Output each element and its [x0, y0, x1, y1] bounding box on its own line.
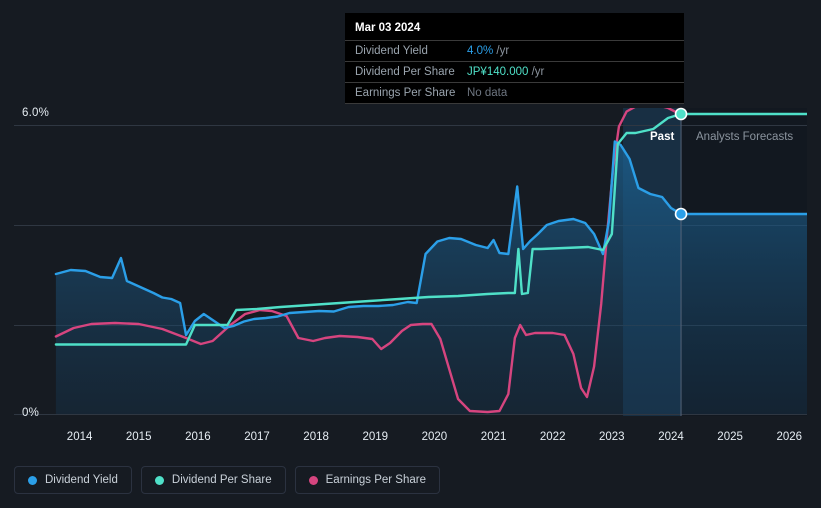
legend-color-dot	[28, 475, 37, 485]
legend-item-label: Earnings Per Share	[325, 474, 426, 486]
dividend-yield-marker	[674, 207, 688, 221]
chart-legend[interactable]: Dividend Yield Dividend Per Share Earnings…	[14, 466, 440, 494]
analysts-forecasts-label: Analysts Forecasts	[696, 131, 794, 143]
x-axis-tick-2017: 2017	[244, 431, 270, 443]
x-axis-tick-2014: 2014	[66, 431, 93, 443]
tooltip-row: Earnings Per Share No data	[345, 83, 684, 104]
tooltip-row-key: Dividend Per Share	[355, 66, 455, 78]
tooltip-row: Dividend Per Share JP¥140.000 /yr	[345, 62, 684, 83]
legend-item-label: Dividend Per Share	[171, 474, 272, 486]
x-axis-tick-2026: 2026	[776, 431, 803, 443]
dividend-yield-line	[54, 140, 807, 337]
legend-item-dividend-per-share[interactable]: Dividend Per Share	[140, 466, 286, 494]
x-axis-tick-2021: 2021	[480, 431, 507, 443]
tooltip-row-value: No data	[467, 87, 508, 99]
legend-item-label: Dividend Yield	[45, 474, 118, 486]
x-axis-tick-2024: 2024	[658, 431, 684, 443]
x-axis-tick-2023: 2023	[599, 431, 625, 443]
x-axis-tick-2022: 2022	[539, 431, 566, 443]
legend-color-dot	[308, 475, 318, 485]
x-axis-tick-2018: 2018	[303, 431, 329, 443]
legend-color-dot	[154, 475, 164, 485]
y-axis-label-max: 6.0%	[22, 107, 50, 119]
past-label: Past	[650, 131, 675, 143]
tooltip-row-key: Dividend Yield	[355, 45, 428, 57]
y-axis-label-min: 0%	[22, 407, 40, 419]
chart-tooltip: Mar 03 2024 Dividend Yield 4.0% /yr Divide…	[345, 13, 684, 104]
legend-item-earnings-per-share[interactable]: Earnings Per Share	[294, 466, 440, 494]
x-axis-tick-2016: 2016	[185, 431, 211, 443]
tooltip-date: Mar 03 2024	[345, 13, 684, 41]
tooltip-row: Dividend Yield 4.0% /yr	[345, 41, 684, 62]
x-axis-tick-2020: 2020	[421, 431, 448, 443]
tooltip-rows: Dividend Yield 4.0% /yr Dividend Per Share…	[345, 41, 684, 104]
dividend-yield-area	[55, 141, 807, 414]
legend-item-dividend-yield[interactable]: Dividend Yield	[14, 466, 132, 494]
x-axis-tick-2025: 2025	[717, 431, 743, 443]
dividend-per-share-line	[54, 112, 807, 346]
tooltip-row-value: JP¥140.000	[467, 66, 529, 78]
dividend-per-share-marker	[674, 107, 688, 121]
x-axis-tick-2015: 2015	[125, 431, 152, 443]
tooltip-row-key: Earnings Per Share	[355, 87, 456, 99]
tooltip-row-unit: /yr	[493, 45, 510, 57]
earnings-per-share-line	[54, 108, 682, 414]
x-axis-tick-2019: 2019	[362, 431, 389, 443]
tooltip-row-unit: /yr	[528, 66, 545, 78]
tooltip-row-value: 4.0%	[467, 45, 494, 57]
